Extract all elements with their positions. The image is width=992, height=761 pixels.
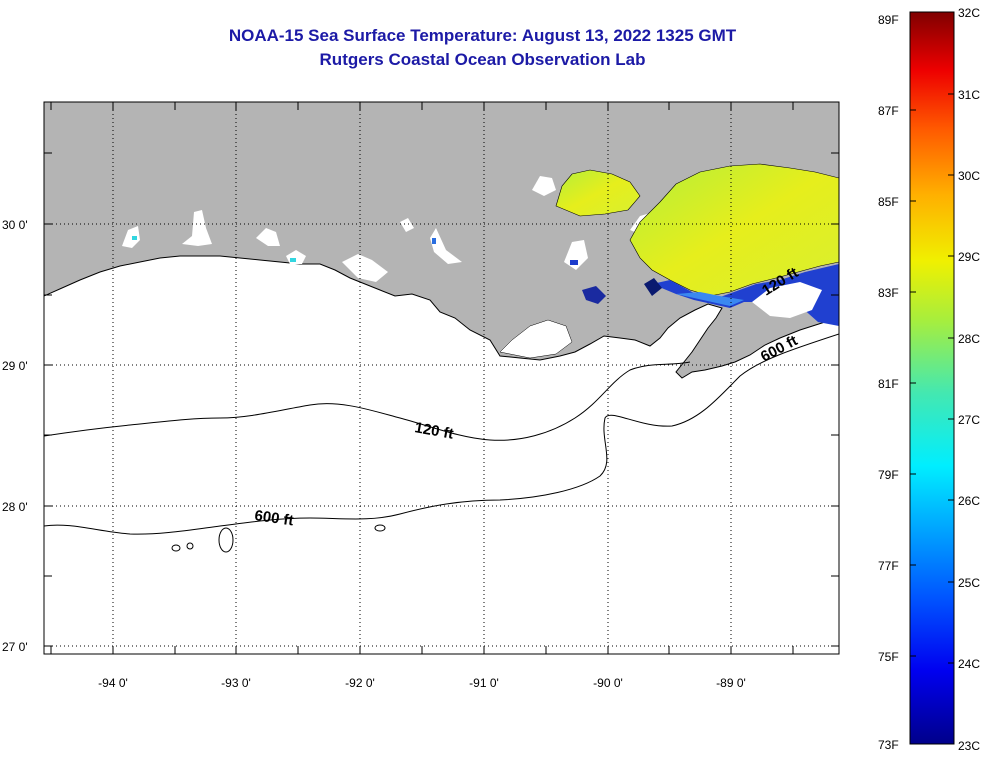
no-data-patch [182, 210, 212, 246]
colorbar-c-label: 31C [958, 88, 980, 102]
sst-dark-pixels [644, 278, 662, 296]
sst-pixel [290, 258, 296, 262]
no-data-patch [122, 226, 140, 248]
no-data-patch [430, 228, 462, 264]
bathymetry-contours [44, 333, 839, 553]
no-data-patch [256, 228, 280, 246]
sst-cool-band [652, 264, 839, 326]
lat-label: 28 0' [2, 500, 28, 514]
colorbar-f-label: 73F [878, 738, 899, 752]
contour-600ft [44, 333, 839, 535]
colorbar-gradient [909, 11, 955, 745]
lon-label: -92 0' [345, 676, 375, 690]
map-subtitle: Rutgers Coastal Ocean Observation Lab [319, 50, 646, 69]
no-data-patch [400, 218, 414, 232]
colorbar-f-label: 87F [878, 104, 899, 118]
tick-marks [44, 102, 839, 654]
sst-data-patch [629, 163, 839, 297]
no-data-patch [532, 176, 556, 196]
contour-island [374, 524, 386, 532]
colorbar-f-label: 77F [878, 559, 899, 573]
colorbar-f-label: 89F [878, 13, 899, 27]
map-panel: 120 ft 600 ft 120 ft 600 ft 30 0' 29 0' … [2, 101, 840, 690]
colorbar-f-label: 81F [878, 377, 899, 391]
no-data-patch [752, 282, 822, 318]
lon-label: -93 0' [221, 676, 251, 690]
lat-label: 30 0' [2, 218, 28, 232]
colorbar-f-label: 83F [878, 286, 899, 300]
lat-label: 27 0' [2, 640, 28, 654]
colorbar-c-label: 26C [958, 494, 980, 508]
lat-label: 29 0' [2, 359, 28, 373]
colorbar-c-label: 24C [958, 657, 980, 671]
sst-data-patch [555, 169, 641, 217]
sst-pixel [432, 238, 436, 244]
land-mass [44, 102, 839, 379]
colorbar: 89F 87F 85F 83F 81F 79F 77F 75F 73F 32C … [878, 6, 980, 753]
colorbar-ticks [910, 93, 954, 664]
lon-label: -91 0' [469, 676, 499, 690]
sst-pixel [570, 260, 578, 265]
contour-label-120ft: 120 ft [413, 419, 455, 443]
colorbar-c-label: 25C [958, 576, 980, 590]
sst-cool-band-light [676, 292, 744, 306]
lon-label: -94 0' [98, 676, 128, 690]
colorbar-f-label: 85F [878, 195, 899, 209]
colorbar-f-label: 79F [878, 468, 899, 482]
lon-label: -90 0' [593, 676, 623, 690]
contour-island [218, 527, 234, 553]
graticule [44, 102, 839, 654]
sst-blue-pixels [582, 286, 606, 304]
colorbar-c-label: 29C [958, 250, 980, 264]
lon-label: -89 0' [716, 676, 746, 690]
no-data-patch [499, 319, 573, 359]
colorbar-c-label: 27C [958, 413, 980, 427]
contour-island [186, 542, 194, 550]
colorbar-c-label: 32C [958, 6, 980, 20]
colorbar-f-label: 75F [878, 650, 899, 664]
contour-island [171, 544, 181, 552]
colorbar-c-label: 30C [958, 169, 980, 183]
no-data-patch [342, 254, 388, 282]
contour-120ft [44, 361, 691, 441]
colorbar-c-label: 28C [958, 332, 980, 346]
map-title: NOAA-15 Sea Surface Temperature: August … [228, 26, 737, 45]
sst-pixel [132, 236, 137, 240]
colorbar-c-label: 23C [958, 739, 980, 753]
map-frame [43, 101, 840, 655]
contour-label-600ft: 600 ft [253, 507, 294, 529]
